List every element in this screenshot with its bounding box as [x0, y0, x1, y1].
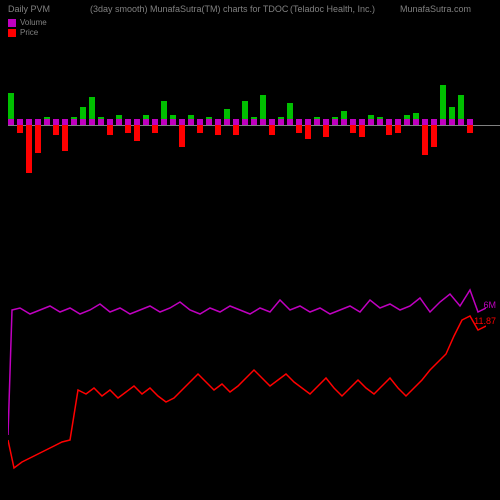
legend-price-label: Price	[20, 28, 38, 37]
bar-down	[467, 125, 473, 133]
bar-cap	[134, 119, 140, 125]
bar-down	[134, 125, 140, 141]
volume-end-label: 6M	[483, 300, 496, 310]
pvm-bar-chart	[8, 70, 486, 180]
volume-line	[8, 290, 486, 435]
bar-cap	[242, 119, 248, 125]
bar-down	[269, 125, 275, 135]
bar-down	[197, 125, 203, 133]
bar-cap	[170, 119, 176, 125]
bar-cap	[458, 119, 464, 125]
bar-down	[296, 125, 302, 133]
bar-down	[35, 125, 41, 153]
bar-cap	[53, 119, 59, 125]
bar-down	[179, 125, 185, 147]
bar-down	[386, 125, 392, 135]
bar-cap	[71, 119, 77, 125]
bar-cap	[377, 119, 383, 125]
legend-price: Price	[8, 28, 47, 37]
legend: Volume Price	[8, 18, 47, 38]
header-company: (Teladoc Health, Inc.)	[290, 4, 375, 14]
bar-cap	[179, 119, 185, 125]
bar-down	[152, 125, 158, 133]
bar-cap	[359, 119, 365, 125]
price-volume-line-chart	[8, 270, 486, 470]
bar-cap	[269, 119, 275, 125]
bar-cap	[341, 119, 347, 125]
bar-cap	[80, 119, 86, 125]
bar-cap	[125, 119, 131, 125]
price-end-label: 11.87	[474, 316, 496, 326]
bar-cap	[62, 119, 68, 125]
bar-down	[305, 125, 311, 139]
bar-cap	[368, 119, 374, 125]
bar-cap	[233, 119, 239, 125]
bar-cap	[467, 119, 473, 125]
bar-cap	[440, 119, 446, 125]
bar-down	[107, 125, 113, 135]
legend-volume-label: Volume	[20, 18, 47, 27]
bar-down	[395, 125, 401, 133]
bar-cap	[35, 119, 41, 125]
legend-volume: Volume	[8, 18, 47, 27]
bar-cap	[206, 119, 212, 125]
bar-down	[17, 125, 23, 133]
bar-cap	[413, 119, 419, 125]
header-site: MunafaSutra.com	[400, 4, 471, 14]
bar-cap	[17, 119, 23, 125]
bar-cap	[395, 119, 401, 125]
bar-down	[323, 125, 329, 137]
bar-down	[53, 125, 59, 135]
bar-cap	[449, 119, 455, 125]
bar-cap	[332, 119, 338, 125]
bar-down	[359, 125, 365, 137]
legend-volume-swatch	[8, 19, 16, 27]
bar-cap	[8, 119, 14, 125]
bar-cap	[143, 119, 149, 125]
bar-down	[125, 125, 131, 133]
bar-cap	[215, 119, 221, 125]
bar-down	[431, 125, 437, 147]
bar-down	[350, 125, 356, 133]
header-center: (3day smooth) MunafaSutra(TM) charts for…	[90, 4, 288, 14]
chart-header: Daily PVM (3day smooth) MunafaSutra(TM) …	[0, 4, 500, 18]
bar-cap	[152, 119, 158, 125]
bar-cap	[44, 119, 50, 125]
bar-cap	[287, 119, 293, 125]
bar-cap	[197, 119, 203, 125]
legend-price-swatch	[8, 29, 16, 37]
bar-cap	[305, 119, 311, 125]
bar-cap	[422, 119, 428, 125]
bar-cap	[251, 119, 257, 125]
bar-cap	[386, 119, 392, 125]
bar-cap	[161, 119, 167, 125]
bar-down	[422, 125, 428, 155]
header-left: Daily PVM	[8, 4, 50, 14]
bar-cap	[26, 119, 32, 125]
bar-cap	[188, 119, 194, 125]
bar-cap	[431, 119, 437, 125]
bar-cap	[314, 119, 320, 125]
bar-cap	[224, 119, 230, 125]
bar-cap	[350, 119, 356, 125]
bar-cap	[323, 119, 329, 125]
bar-down	[26, 125, 32, 173]
bar-down	[62, 125, 68, 151]
bar-cap	[89, 119, 95, 125]
bar-down	[215, 125, 221, 135]
bar-cap	[296, 119, 302, 125]
bar-cap	[260, 119, 266, 125]
bar-cap	[98, 119, 104, 125]
bar-cap	[278, 119, 284, 125]
bar-cap	[116, 119, 122, 125]
bar-down	[233, 125, 239, 135]
bar-cap	[107, 119, 113, 125]
bar-cap	[404, 119, 410, 125]
price-line	[8, 316, 486, 468]
